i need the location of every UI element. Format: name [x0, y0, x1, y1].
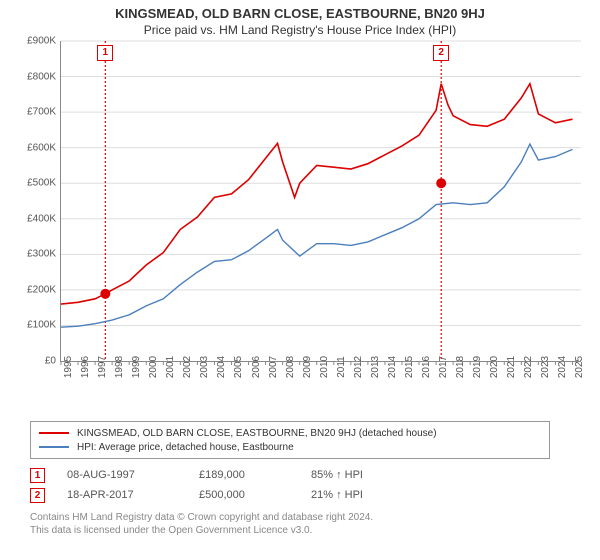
legend-label: HPI: Average price, detached house, East… — [77, 442, 294, 453]
plot-area: 12 — [60, 41, 581, 362]
event-markers — [101, 179, 446, 299]
event-lines — [105, 41, 441, 361]
series-hpi — [61, 144, 573, 327]
y-axis-labels: £0£100K£200K£300K£400K£500K£600K£700K£80… — [16, 41, 56, 361]
event-price: £500,000 — [199, 489, 289, 501]
x-axis-labels: 1995199619971998199920002001200220032004… — [60, 363, 580, 413]
attribution-line1: Contains HM Land Registry data © Crown c… — [30, 511, 600, 524]
attribution-line2: This data is licensed under the Open Gov… — [30, 524, 600, 537]
legend-label: KINGSMEAD, OLD BARN CLOSE, EASTBOURNE, B… — [77, 428, 437, 439]
legend-row: KINGSMEAD, OLD BARN CLOSE, EASTBOURNE, B… — [39, 426, 541, 440]
chart-area: £0£100K£200K£300K£400K£500K£600K£700K£80… — [16, 41, 584, 421]
event-date: 18-APR-2017 — [67, 489, 177, 501]
legend-swatch — [39, 446, 69, 448]
event-row: 2 18-APR-2017 £500,000 21% ↑ HPI — [30, 485, 600, 505]
event-delta: 85% ↑ HPI — [311, 469, 363, 481]
event-row: 1 08-AUG-1997 £189,000 85% ↑ HPI — [30, 465, 600, 485]
event-price: £189,000 — [199, 469, 289, 481]
events-table: 1 08-AUG-1997 £189,000 85% ↑ HPI 2 18-APR-201… — [30, 465, 600, 505]
legend-row: HPI: Average price, detached house, East… — [39, 440, 541, 454]
legend: KINGSMEAD, OLD BARN CLOSE, EASTBOURNE, B… — [30, 421, 550, 459]
chart-title: KINGSMEAD, OLD BARN CLOSE, EASTBOURNE, B… — [0, 0, 600, 21]
event-marker-box: 2 — [433, 45, 449, 61]
event-delta: 21% ↑ HPI — [311, 489, 363, 501]
event-number-box: 1 — [30, 468, 45, 483]
event-number-box: 2 — [30, 488, 45, 503]
legend-swatch — [39, 432, 69, 434]
event-date: 08-AUG-1997 — [67, 469, 177, 481]
line-series — [61, 84, 573, 328]
event-marker-box: 1 — [97, 45, 113, 61]
gridlines — [61, 41, 581, 325]
attribution: Contains HM Land Registry data © Crown c… — [30, 511, 600, 537]
chart-subtitle: Price paid vs. HM Land Registry's House … — [0, 21, 600, 41]
